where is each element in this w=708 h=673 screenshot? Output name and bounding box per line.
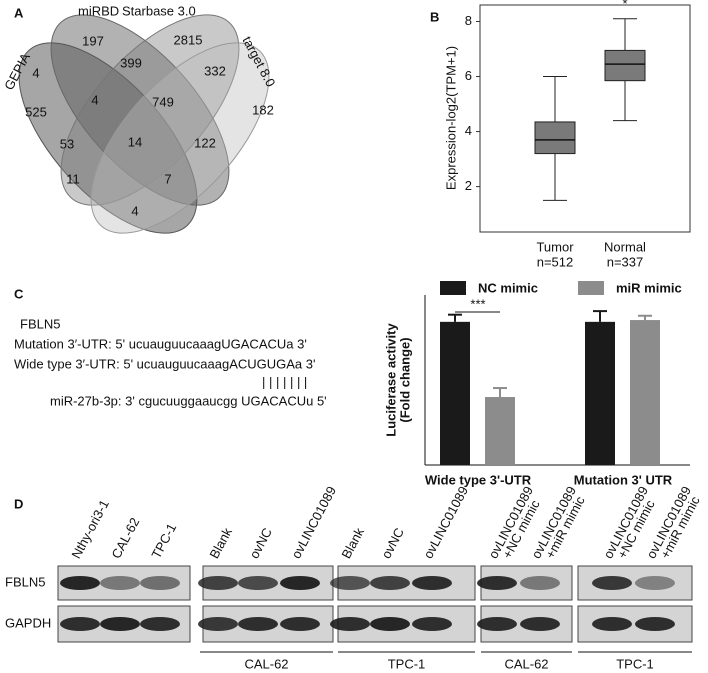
group-label: TPC-1	[388, 656, 426, 671]
blot-band	[280, 617, 320, 631]
annotation: *	[622, 0, 627, 11]
lane-label: Nthy-ori3-1	[68, 497, 111, 561]
lane-label: ovLINC01089	[288, 484, 339, 561]
blot-band	[370, 617, 410, 631]
blot-band	[140, 576, 180, 590]
blot-band	[198, 617, 238, 631]
blot-band	[238, 617, 278, 631]
venn-set-shape	[50, 14, 230, 206]
plot-frame	[479, 4, 691, 233]
lane-label: Blank	[206, 525, 235, 561]
blot-band	[592, 617, 632, 631]
venn-set-shape	[90, 42, 270, 234]
x-tick-label: Tumor	[536, 239, 574, 254]
venn-set-label: miRBD	[78, 3, 119, 18]
group-label: CAL-62	[244, 656, 288, 671]
venn-region-count: 182	[252, 102, 274, 117]
blot-band	[330, 576, 370, 590]
blot-band	[635, 617, 675, 631]
blot-band	[412, 576, 452, 590]
box	[534, 121, 576, 155]
blot-band	[635, 576, 675, 590]
venn-region-count: 4	[91, 92, 98, 107]
blot-band	[60, 617, 100, 631]
venn-region-count: 749	[152, 94, 174, 109]
panel-label: A	[14, 5, 24, 20]
legend-swatch	[578, 281, 604, 295]
y-tick-label: 6	[465, 68, 472, 83]
panel-label: D	[14, 496, 23, 511]
box	[604, 49, 646, 82]
venn-set-label: Starbase 3.0	[122, 3, 196, 18]
lane-label: Blank	[338, 525, 367, 561]
blot-band	[100, 617, 140, 631]
venn-region-count: 4	[32, 65, 39, 80]
venn-region-count: 7	[164, 171, 171, 186]
y-axis-title: Expression-log2(TPM+1)	[443, 46, 458, 190]
blot-band	[477, 617, 517, 631]
x-tick-label: Normal	[604, 239, 646, 254]
y-tick-label: 2	[465, 178, 472, 193]
blot-band	[592, 576, 632, 590]
venn-region-count: 4	[131, 203, 138, 218]
blot-band	[370, 576, 410, 590]
blot-band	[60, 576, 100, 590]
lane-label: TPC-1	[148, 521, 179, 561]
blot-row-label: GAPDH	[5, 615, 51, 630]
venn-set-shape	[60, 14, 240, 206]
blot-band	[520, 576, 560, 590]
lane-label: CAL-62	[108, 515, 142, 561]
bar	[440, 321, 470, 465]
panel-label: C	[14, 286, 24, 301]
venn-region-count: 332	[204, 63, 226, 78]
x-tick-sublabel: n=512	[537, 254, 574, 269]
venn-region-count: 53	[60, 136, 74, 151]
annotation: ***	[470, 296, 485, 311]
x-tick-label: Mutation 3' UTR	[574, 472, 673, 487]
y-axis-title: (Fold change)	[397, 337, 412, 422]
y-axis-title: Luciferase activity	[383, 323, 398, 437]
sequence-line: miR-27b-3p: 3' cgucuuggaaucgg UGACACUu 5…	[50, 393, 327, 408]
lane-label: ovNC	[246, 525, 275, 561]
y-tick-label: 4	[465, 123, 472, 138]
sequence-line: | | | | | | |	[262, 374, 307, 389]
venn-region-count: 197	[82, 33, 104, 48]
blot-band	[140, 617, 180, 631]
venn-region-count: 11	[66, 171, 80, 186]
venn-set-shape	[18, 42, 198, 234]
legend-swatch	[440, 281, 466, 295]
group-label: CAL-62	[504, 656, 548, 671]
blot-band	[330, 617, 370, 631]
venn-region-count: 14	[128, 134, 142, 149]
blot-band	[100, 576, 140, 590]
blot-band	[520, 617, 560, 631]
blot-row-label: FBLN5	[5, 574, 45, 589]
gene-name: FBLN5	[20, 316, 60, 331]
venn-region-count: 525	[25, 104, 47, 119]
x-tick-sublabel: n=337	[607, 254, 644, 269]
venn-region-count: 399	[120, 55, 142, 70]
sequence-line: Mutation 3′-UTR: 5' ucuauguucaaagUGACACU…	[14, 336, 307, 351]
y-tick-label: 8	[465, 13, 472, 28]
lane-label: ovNC	[378, 525, 407, 561]
lane-label: ovLINC01089	[420, 484, 471, 561]
blot-band	[477, 576, 517, 590]
bar	[630, 320, 660, 465]
venn-shapes	[18, 14, 270, 234]
bar	[585, 321, 615, 465]
legend-label: NC mimic	[478, 280, 538, 295]
venn-region-count: 2815	[174, 32, 203, 47]
x-tick-label: Wide type 3'-UTR	[425, 472, 532, 487]
legend-label: miR mimic	[616, 280, 682, 295]
blot-band	[198, 576, 238, 590]
sequence-line: Wide type 3′-UTR: 5' ucuauguucaaagACUGUG…	[14, 356, 316, 371]
group-label: TPC-1	[616, 656, 654, 671]
blot-band	[238, 576, 278, 590]
blot-band	[412, 617, 452, 631]
bar	[485, 397, 515, 465]
blot-band	[280, 576, 320, 590]
panel-label: B	[430, 9, 439, 24]
venn-region-count: 122	[194, 135, 216, 150]
